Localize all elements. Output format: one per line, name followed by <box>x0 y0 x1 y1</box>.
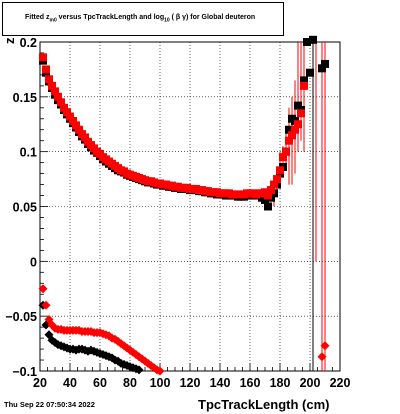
red-point <box>57 98 65 107</box>
title-prefix: Fitted z <box>25 14 50 22</box>
x-tick-label: 160 <box>240 376 261 390</box>
y-tick-label: 0.05 <box>13 201 37 215</box>
black-point <box>318 64 326 73</box>
red-point <box>69 116 77 125</box>
black-point <box>285 125 293 134</box>
title-middle: versus TpcTrackLength and log <box>56 14 165 22</box>
x-tick-label: 200 <box>300 376 321 390</box>
red-point <box>288 131 296 140</box>
y-tick-label: 0.2 <box>20 36 37 50</box>
red-point <box>282 147 290 156</box>
red-point <box>264 191 272 200</box>
y-tick-label: 0 <box>30 255 37 269</box>
black-point <box>306 68 314 77</box>
y-tick-label: −0.05 <box>5 310 37 324</box>
red-low-point <box>155 366 165 376</box>
x-tick-label: 40 <box>63 376 77 390</box>
title-z-subscript: m0 <box>49 17 57 24</box>
black-point <box>264 202 272 211</box>
red-point <box>60 103 68 112</box>
red-point <box>72 121 80 130</box>
black-low-point <box>134 365 144 375</box>
red-low-point <box>320 341 330 351</box>
red-low-point <box>38 284 48 294</box>
black-point <box>303 38 311 46</box>
footer-date: Thu Sep 22 07:50:34 2022 <box>4 400 95 409</box>
y-tick-label: 0.1 <box>20 146 37 160</box>
red-point <box>267 186 275 195</box>
red-point <box>297 109 305 118</box>
red-point <box>270 180 278 189</box>
red-point <box>54 92 62 101</box>
red-point <box>45 75 53 84</box>
red-low-point <box>317 352 327 362</box>
y-tick-label: 0.15 <box>13 91 37 105</box>
black-point <box>309 35 317 44</box>
red-point <box>39 53 47 62</box>
y-axis-title: z <box>2 37 17 45</box>
red-point <box>273 175 281 184</box>
red-point <box>276 166 284 175</box>
x-tick-label: 60 <box>93 376 107 390</box>
red-point <box>81 133 89 142</box>
red-point <box>294 120 302 129</box>
black-point <box>294 101 302 110</box>
red-point <box>66 112 74 121</box>
red-point <box>300 81 308 90</box>
black-point <box>300 76 308 85</box>
black-point <box>261 195 269 204</box>
red-point <box>285 136 293 145</box>
x-tick-label: 100 <box>150 376 171 390</box>
red-point <box>291 125 299 134</box>
x-axis-title: TpcTrackLength (cm) <box>198 397 330 412</box>
red-low-point <box>41 300 51 310</box>
title-suffix: ( β γ) for Global deuteron <box>169 14 256 22</box>
y-tick-label: −0.1 <box>12 365 37 379</box>
chart-title-box: Fitted zm0 versus TpcTrackLength and log… <box>2 2 284 36</box>
x-tick-label: 120 <box>180 376 201 390</box>
red-point <box>63 108 71 117</box>
x-tick-label: 20 <box>33 376 47 390</box>
x-tick-label: 220 <box>330 376 351 390</box>
black-point <box>321 59 329 68</box>
x-tick-label: 180 <box>270 376 291 390</box>
x-tick-label: 80 <box>123 376 137 390</box>
chart-title: Fitted zm0 versus TpcTrackLength and log… <box>3 14 255 23</box>
x-tick-label: 140 <box>210 376 231 390</box>
red-point <box>48 81 56 90</box>
title-log-subscript: 10 <box>164 17 170 24</box>
red-point <box>51 87 59 96</box>
red-point <box>279 153 287 162</box>
red-point <box>75 125 83 134</box>
red-point <box>42 65 50 74</box>
